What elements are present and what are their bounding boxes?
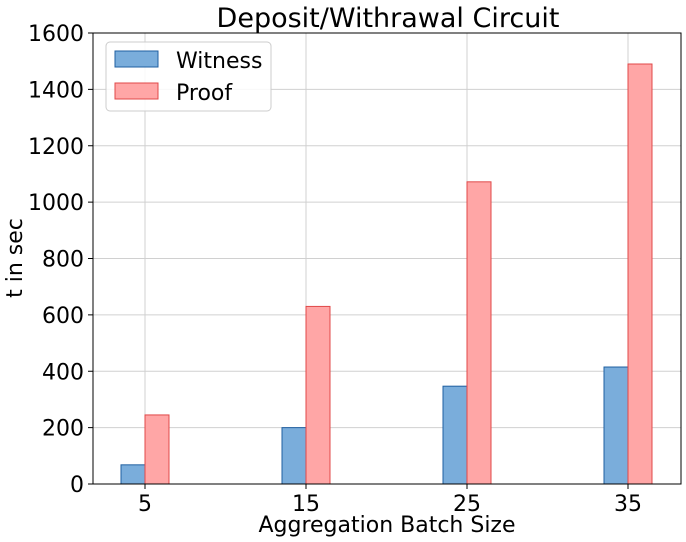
bars [120,63,653,485]
y-tick-label: 0 [70,473,84,498]
bar-proof-5 [144,414,170,485]
legend-label-witness: Witness [176,49,262,74]
x-axis-ticks: 5 15 25 35 [138,484,642,517]
y-axis-ticks: 0 200 400 600 800 1000 1200 1400 1600 [28,22,93,498]
y-tick-label: 1000 [28,191,84,216]
y-tick-label: 200 [42,417,84,442]
x-axis-label: Aggregation Batch Size [258,513,515,538]
bar-witness-35 [603,366,629,485]
x-tick-label: 35 [614,492,642,517]
bar-proof-25 [466,181,492,485]
legend-swatch-witness [114,50,159,68]
bar-proof-35 [627,63,653,485]
y-tick-label: 1200 [28,135,84,160]
y-tick-label: 1400 [28,78,84,103]
x-tick-label: 15 [292,492,320,517]
bar-witness-25 [442,385,468,485]
y-tick-label: 600 [42,304,84,329]
legend: Witness Proof [105,41,272,112]
x-tick-label: 25 [453,492,481,517]
y-tick-label: 400 [42,360,84,385]
bar-witness-5 [120,464,146,485]
chart-title: Deposit/Withrawal Circuit [217,3,560,34]
bar-witness-15 [281,427,307,485]
legend-swatch-proof [114,82,159,100]
legend-label-proof: Proof [176,81,233,106]
x-tick-label: 5 [138,492,152,517]
bar-proof-15 [305,305,331,485]
y-tick-label: 1600 [28,22,84,47]
y-axis-label: t in sec [3,218,28,298]
y-tick-label: 800 [42,248,84,273]
